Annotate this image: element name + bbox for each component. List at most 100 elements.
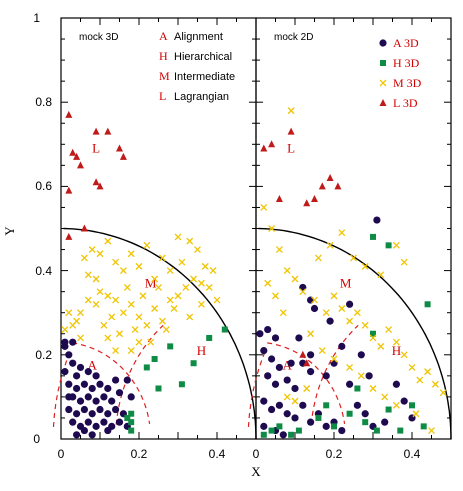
point-m: [139, 292, 147, 300]
point-a-3d: [291, 384, 299, 393]
point-m: [135, 262, 143, 270]
point-m: [61, 326, 69, 333]
point-h-3d: [331, 423, 337, 430]
point-a-3d: [279, 431, 287, 439]
point-a-3d: [264, 325, 272, 334]
point-a-3d: [260, 346, 268, 355]
region-label-intermediate: M: [340, 275, 352, 290]
lm-boundary: [52, 351, 71, 429]
point-a-3d: [275, 401, 283, 409]
point-h-3d: [268, 427, 275, 434]
point-l: [104, 127, 112, 135]
point-h: [190, 360, 197, 367]
point-l-3d: [326, 173, 334, 181]
point-m-3d: [283, 393, 291, 401]
point-a-3d: [271, 380, 280, 388]
point-m: [151, 275, 159, 283]
point-a: [108, 397, 116, 405]
point-a: [88, 384, 96, 393]
point-l-3d: [318, 182, 326, 190]
point-m: [178, 258, 186, 266]
point-m: [174, 292, 182, 300]
am-boundary: [267, 342, 346, 425]
point-l: [119, 152, 127, 160]
point-m: [166, 296, 174, 304]
point-m: [119, 309, 127, 317]
point-h: [124, 414, 131, 421]
series-l-3d: [260, 127, 342, 367]
series-l: [65, 110, 127, 240]
point-h-3d: [362, 419, 369, 426]
point-l: [65, 110, 73, 118]
point-a: [104, 410, 112, 418]
point-a-3d: [357, 351, 365, 359]
y-tick-label: 0.8: [35, 95, 52, 109]
point-a-3d: [322, 372, 330, 380]
region-label-lagrangian: L: [287, 141, 295, 156]
point-m: [80, 254, 88, 262]
legend-label-hierarchical: H 3D: [393, 56, 420, 70]
outer-boundary: [258, 227, 452, 440]
point-m: [112, 347, 120, 355]
point-m-3d: [260, 203, 268, 211]
legend-label-lagrangian: L 3D: [393, 96, 418, 110]
point-h-3d: [373, 427, 380, 434]
point-a: [123, 376, 131, 384]
point-h-3d: [397, 427, 404, 434]
point-h-3d: [276, 423, 283, 430]
point-m-3d: [357, 372, 365, 380]
point-a: [73, 431, 81, 439]
point-l: [92, 178, 100, 186]
point-h-3d: [385, 242, 392, 249]
point-m: [209, 267, 217, 275]
point-l-3d: [268, 140, 276, 148]
axis-ticks: [255, 17, 452, 440]
point-m: [158, 317, 166, 325]
point-h: [155, 385, 162, 392]
point-l: [73, 152, 81, 160]
point-m: [135, 313, 143, 321]
point-m-3d: [392, 241, 400, 249]
point-m: [213, 296, 221, 304]
point-a: [65, 405, 73, 414]
point-h: [128, 410, 135, 417]
point-m-3d: [307, 330, 315, 338]
y-tick-labels: 0 0.2 0.4 0.6 0.8 1: [33, 11, 52, 446]
point-a: [76, 397, 85, 405]
point-m-3d: [424, 368, 432, 376]
point-m-3d: [318, 347, 326, 355]
point-m: [143, 321, 151, 329]
point-l: [80, 224, 88, 232]
point-a-3d: [307, 368, 315, 376]
point-a: [69, 359, 77, 367]
point-a-3d: [322, 422, 330, 430]
point-l: [92, 127, 100, 135]
point-m: [100, 321, 108, 329]
point-m: [127, 300, 135, 308]
point-m: [151, 305, 159, 312]
point-m-3d: [439, 389, 447, 397]
point-a: [65, 351, 73, 359]
point-a-3d: [326, 317, 334, 325]
panel-frame: [255, 17, 452, 440]
point-m: [205, 283, 213, 291]
point-m-3d: [311, 296, 318, 304]
point-a: [80, 380, 88, 388]
y-tick-label: 0.4: [35, 264, 52, 278]
point-m-3d: [326, 241, 334, 249]
point-legend-hierarchical: [380, 60, 386, 66]
legend: A 3D H 3D M 3D L 3D: [379, 36, 422, 110]
point-m: [116, 330, 123, 338]
point-m-3d: [381, 393, 389, 401]
point-m: [73, 317, 81, 325]
point-m: [77, 309, 84, 317]
series-h: [124, 326, 228, 434]
point-a: [112, 376, 120, 384]
point-h-3d: [346, 410, 353, 417]
series-a: [61, 338, 135, 439]
point-m-3d: [408, 363, 416, 371]
point-m: [96, 288, 104, 296]
point-a-3d: [361, 410, 369, 418]
point-h-3d: [424, 301, 431, 308]
